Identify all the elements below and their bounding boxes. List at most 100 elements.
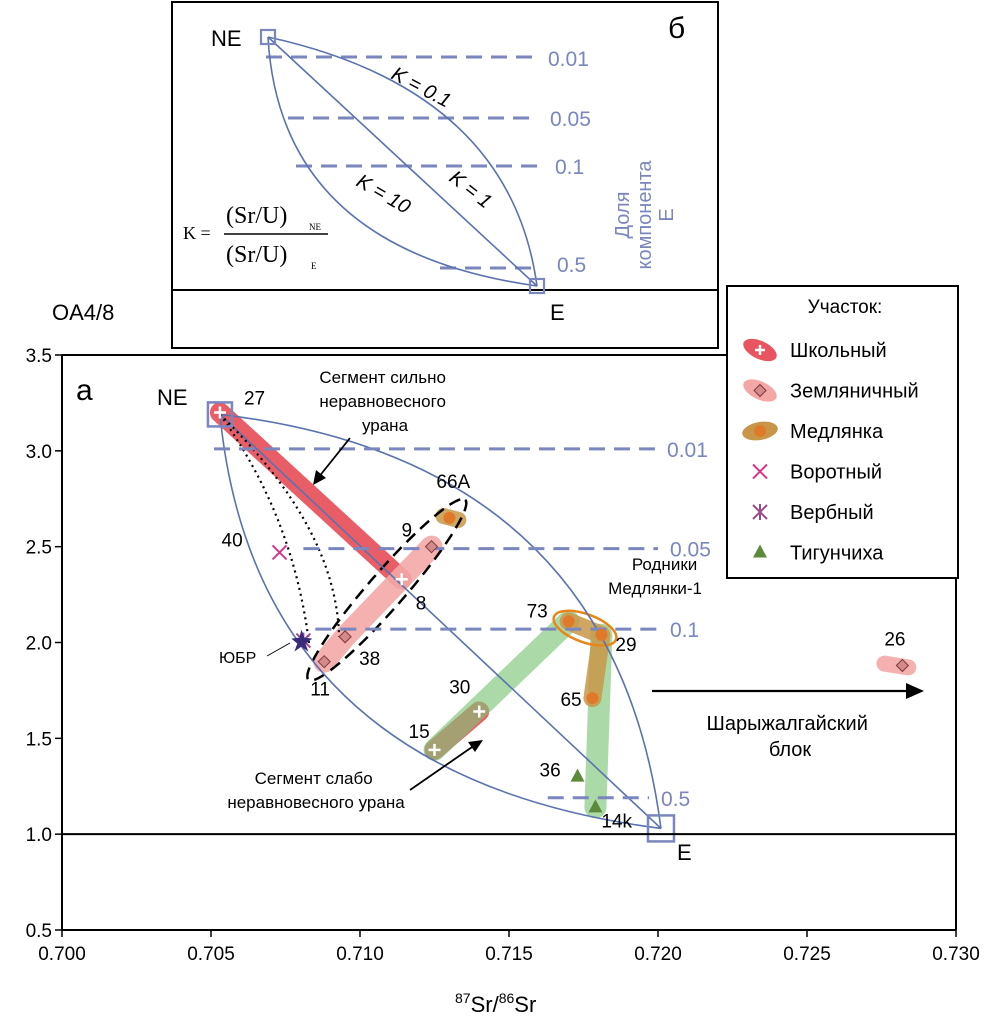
panel-b-curve-k01: [267, 36, 538, 287]
ne-endmember-label: NE: [157, 385, 188, 410]
y-tick-label: 3.0: [26, 442, 52, 463]
point-11: [317, 654, 331, 669]
x-tick-label: 0.730: [932, 944, 980, 965]
panel-b: 0.01 0.05 0.1 0.5 NE E б K = 0.1 K = 1 K…: [171, 1, 719, 349]
mixing-curves: [219, 413, 662, 830]
y-tick-label: 2.5: [26, 538, 52, 559]
panel-a: OA4/8 0.01 0.05 0.1 0.5 27 8 30 15 9 11 38 26 66A 73…: [26, 285, 980, 1017]
springs-outline: [552, 609, 618, 647]
mixing-curve-k10: [219, 414, 662, 830]
springs-annotation: Родники Медлянки-1: [608, 555, 702, 598]
panel-b-fraction-label: 0.5: [557, 254, 586, 277]
strong-segment-arrow: [317, 437, 351, 479]
point-label: 29: [615, 635, 636, 656]
y-tick-label: 2.0: [26, 634, 52, 655]
point-15: [428, 743, 441, 756]
point-65: [586, 692, 599, 705]
point-38: [338, 630, 352, 644]
legend-items: Школьный Земляничный Медлянка Воротный Вербн…: [742, 338, 919, 565]
x-tick-label: 0.705: [187, 944, 235, 965]
y-tick-label: 3.5: [26, 346, 52, 367]
tigunchikha-band: [423, 610, 580, 761]
svg-text:(Sr/U): (Sr/U): [226, 242, 287, 268]
legend-label: Вербный: [790, 502, 874, 524]
fraction-label: 0.1: [670, 619, 699, 642]
legend-marker: [755, 345, 765, 355]
point-label: 66A: [436, 472, 470, 493]
point-label: 8: [416, 593, 427, 614]
strong-segment-arrowhead: [313, 470, 326, 485]
strong-segment-annotation: Сегмент сильно неравновесного урана: [319, 368, 450, 435]
x-tick-label: 0.700: [38, 944, 86, 965]
panel-b-side-title: компонента: [634, 160, 656, 270]
panel-b-panel-label: б: [668, 12, 685, 45]
point-9: [424, 539, 439, 554]
legend-marker: [752, 504, 768, 520]
point-label: 38: [359, 649, 380, 670]
mixing-curve-k01: [219, 413, 662, 829]
panel-b-ne-marker: [259, 28, 277, 46]
mixing-curve-k1: [219, 413, 662, 830]
x-tick-label: 0.720: [634, 944, 682, 965]
point-14k: [588, 799, 603, 813]
x-tick-label: 0.710: [336, 944, 384, 965]
x-tick-label: 0.715: [485, 944, 533, 965]
panel-b-e-marker: [528, 277, 546, 295]
weak-segment-arrowhead: [468, 740, 483, 752]
point-label: 15: [409, 722, 430, 743]
x-axis-title: 87Sr/86Sr: [455, 990, 536, 1017]
e-endmember-label: E: [677, 840, 692, 865]
yubr-pointer: [266, 642, 291, 657]
point-label: 40: [222, 530, 243, 551]
fraction-label: 0.05: [670, 539, 711, 562]
panel-b-e-label: E: [550, 300, 565, 325]
point-26: [895, 658, 910, 673]
legend-marker: [752, 463, 768, 480]
panel-b-side-title: E: [656, 208, 678, 221]
y-axis-title: OA4/8: [52, 300, 114, 325]
y-tick-label: 0.5: [26, 921, 52, 942]
point-29: [595, 628, 608, 641]
point-label: 65: [560, 690, 581, 711]
block-arrowhead: [906, 683, 924, 699]
panel-b-fraction-label: 0.01: [548, 48, 589, 71]
data-points: 27 8 30 15 9 11 38 26 66A 73 29 65 40 36 14k: [213, 389, 910, 832]
svg-text:E: E: [311, 261, 317, 271]
yubr-label: ЮБР: [219, 650, 256, 667]
legend: Участок: Школьный Земляничный Медлянка Воро…: [726, 285, 959, 579]
svg-text:NE: NE: [309, 222, 321, 232]
panel-b-formula: K = (Sr/U) NE (Sr/U) E: [183, 203, 328, 271]
axis-ticks: 0.700 0.705 0.710 0.715 0.720 0.725 0.730 0.5 1.…: [26, 346, 980, 965]
y-tick-label: 1.5: [26, 729, 52, 750]
panel-b-side-title: Доля: [612, 192, 634, 239]
point-label: 14k: [601, 811, 632, 832]
svg-text:(Sr/U): (Sr/U): [226, 203, 287, 229]
point-label: 73: [527, 601, 548, 622]
legend-label: Тигунчиха: [790, 543, 884, 565]
point-27: [213, 406, 226, 419]
yubr-star-marker: [291, 629, 313, 652]
svg-text:K =: K =: [183, 223, 211, 243]
panel-b-fraction-label: 0.05: [550, 108, 591, 131]
panel-b-curve-k10: [267, 36, 538, 287]
point-label: 27: [244, 389, 265, 410]
point-label: 30: [449, 678, 470, 699]
yubr-dotted-curve: [219, 413, 311, 647]
point-73: [562, 615, 575, 628]
legend-label: Медлянка: [790, 421, 884, 443]
point-30: [473, 705, 486, 718]
legend-label: Воротный: [790, 462, 882, 484]
legend-label: Земляничный: [790, 381, 919, 403]
panel-b-fraction-label: 0.1: [555, 156, 584, 179]
weak-segment-annotation: Сегмент слабо неравновесного урана: [227, 769, 405, 812]
panel-a-label: а: [76, 374, 93, 407]
point-label: 36: [540, 761, 561, 782]
ne-endmember-marker: [206, 401, 234, 428]
point-66A: [443, 511, 456, 524]
x-tick-label: 0.725: [783, 944, 831, 965]
panel-b-curve-k1: [267, 36, 538, 287]
y-tick-label: 1.0: [26, 825, 52, 846]
e-endmember-marker: [646, 814, 676, 843]
point-40: [271, 544, 288, 561]
